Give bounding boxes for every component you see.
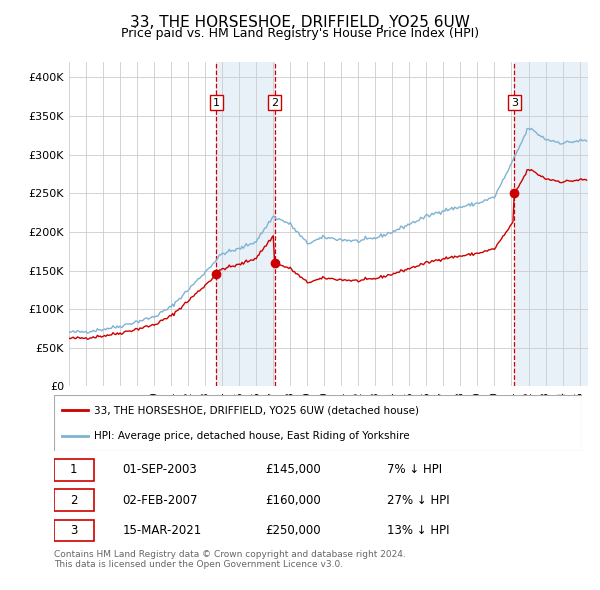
Text: 13% ↓ HPI: 13% ↓ HPI: [386, 524, 449, 537]
Text: Contains HM Land Registry data © Crown copyright and database right 2024.
This d: Contains HM Land Registry data © Crown c…: [54, 550, 406, 569]
Text: 7% ↓ HPI: 7% ↓ HPI: [386, 463, 442, 476]
Text: 3: 3: [70, 524, 77, 537]
Text: £160,000: £160,000: [265, 493, 321, 507]
Text: 27% ↓ HPI: 27% ↓ HPI: [386, 493, 449, 507]
Text: 02-FEB-2007: 02-FEB-2007: [122, 493, 198, 507]
Text: £145,000: £145,000: [265, 463, 321, 476]
Text: 33, THE HORSESHOE, DRIFFIELD, YO25 6UW (detached house): 33, THE HORSESHOE, DRIFFIELD, YO25 6UW (…: [94, 405, 419, 415]
Text: 01-SEP-2003: 01-SEP-2003: [122, 463, 197, 476]
Text: £250,000: £250,000: [265, 524, 321, 537]
FancyBboxPatch shape: [54, 520, 94, 542]
Text: 2: 2: [70, 493, 77, 507]
FancyBboxPatch shape: [54, 489, 94, 511]
Text: 1: 1: [70, 463, 77, 476]
Text: 2: 2: [271, 97, 278, 107]
Bar: [514, 62, 588, 386]
Bar: [217, 62, 275, 386]
Text: 3: 3: [511, 97, 518, 107]
FancyBboxPatch shape: [54, 458, 94, 480]
FancyBboxPatch shape: [54, 395, 582, 451]
Text: 15-MAR-2021: 15-MAR-2021: [122, 524, 202, 537]
Text: 33, THE HORSESHOE, DRIFFIELD, YO25 6UW: 33, THE HORSESHOE, DRIFFIELD, YO25 6UW: [130, 15, 470, 30]
Text: 1: 1: [213, 97, 220, 107]
Text: Price paid vs. HM Land Registry's House Price Index (HPI): Price paid vs. HM Land Registry's House …: [121, 27, 479, 40]
Text: HPI: Average price, detached house, East Riding of Yorkshire: HPI: Average price, detached house, East…: [94, 431, 409, 441]
